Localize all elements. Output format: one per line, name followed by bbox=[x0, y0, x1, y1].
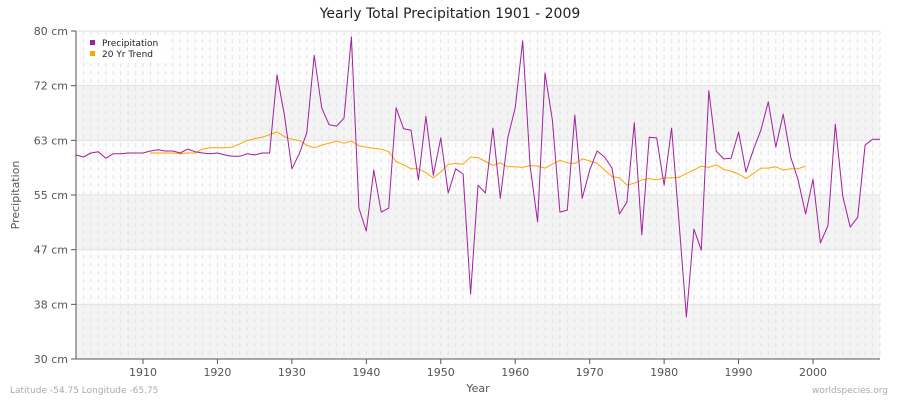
legend-box bbox=[84, 35, 170, 63]
y-tick-label: 47 cm bbox=[34, 244, 68, 257]
x-tick-label: 1920 bbox=[203, 366, 231, 379]
x-axis-label: Year bbox=[465, 382, 490, 395]
series-line-precipitation bbox=[75, 36, 880, 318]
y-tick-label: 30 cm bbox=[34, 353, 68, 366]
x-tick-label: 1950 bbox=[427, 366, 455, 379]
legend-swatch bbox=[90, 40, 95, 45]
x-tick-label: 1970 bbox=[576, 366, 604, 379]
legend-label: 20 Yr Trend bbox=[102, 50, 153, 60]
y-tick-label: 63 cm bbox=[34, 134, 68, 147]
x-tick-label: 1940 bbox=[352, 366, 380, 379]
chart-title: Yearly Total Precipitation 1901 - 2009 bbox=[319, 6, 581, 22]
x-tick-label: 1990 bbox=[725, 366, 753, 379]
x-tick-label: 1910 bbox=[129, 366, 157, 379]
site-credit: worldspecies.org bbox=[811, 386, 888, 396]
legend-swatch bbox=[90, 51, 95, 56]
y-tick-label: 80 cm bbox=[34, 25, 68, 38]
legend-label: Precipitation bbox=[102, 39, 158, 49]
x-tick-label: 1960 bbox=[501, 366, 529, 379]
x-tick-label: 2000 bbox=[799, 366, 827, 379]
y-tick-label: 55 cm bbox=[34, 189, 68, 202]
x-tick-label: 1980 bbox=[650, 366, 678, 379]
x-tick-label: 1930 bbox=[278, 366, 306, 379]
series-line-20-yr-trend bbox=[150, 131, 806, 186]
y-axis-label: Precipitation bbox=[9, 161, 22, 230]
y-tick-label: 38 cm bbox=[34, 298, 68, 311]
location-label: Latitude -54.75 Longitude -65.75 bbox=[10, 386, 159, 396]
y-tick-label: 72 cm bbox=[34, 80, 68, 93]
